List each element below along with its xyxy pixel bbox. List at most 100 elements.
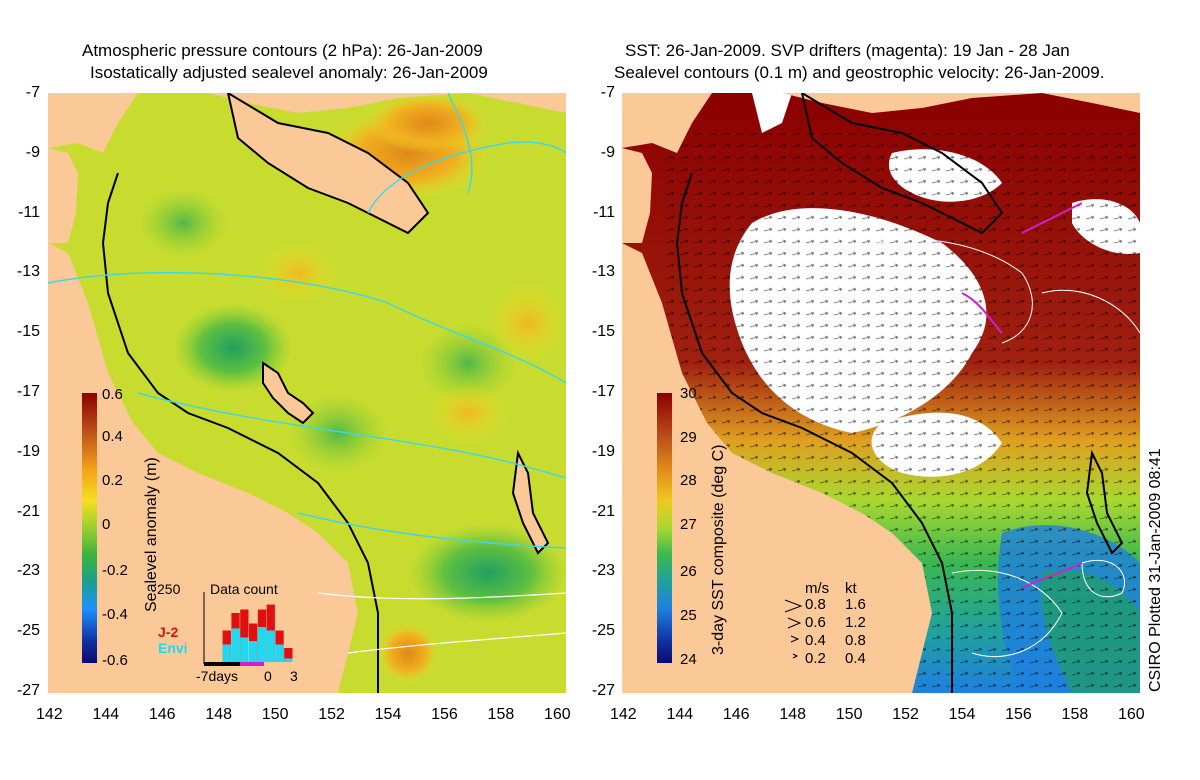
left-cb-tick-5: -0.4 <box>102 606 128 623</box>
right-sealevel-contour-3 <box>951 569 1063 658</box>
right-cb-tick-3: 27 <box>680 516 697 533</box>
right-title-line1: SST: 26-Jan-2009. SVP drifters (magenta)… <box>625 41 1070 60</box>
left-cb-tick-6: -0.6 <box>102 652 128 669</box>
left-y-tick-7: -21 <box>16 502 40 520</box>
data-count-bar-envi <box>249 641 258 662</box>
data-count-bar-envi <box>240 637 249 662</box>
left-pressure-contour-5 <box>447 93 473 194</box>
left-y-tick-8: -23 <box>16 562 40 580</box>
right-land-australia <box>622 243 932 693</box>
left-sealevel-contour-2 <box>347 632 566 654</box>
left-x-tick-2: 146 <box>148 706 176 723</box>
left-title-line2: Isostatically adjusted sealevel anomaly:… <box>90 63 488 82</box>
right-colorbar-label: 3-day SST composite (deg C) <box>710 444 727 655</box>
left-y-tick-6: -19 <box>16 442 40 460</box>
data-count-bar-envi <box>275 644 284 662</box>
right-sealevel-contour-4 <box>1081 559 1126 598</box>
velocity-legend-header-kt: kt <box>845 580 857 597</box>
left-x-tick-4: 150 <box>261 706 289 723</box>
left-land-australia <box>48 243 358 693</box>
left-low-anomaly-4 <box>418 323 518 403</box>
left-x-tick-8: 158 <box>487 706 515 723</box>
right-drifter-track-3 <box>1021 562 1083 589</box>
right-y-tick-1: -9 <box>600 143 615 161</box>
velocity-legend-ms-0: 0.8 <box>805 596 826 613</box>
left-cb-tick-3: 0 <box>102 516 111 533</box>
right-reef-line <box>675 172 953 693</box>
left-map <box>48 93 566 693</box>
velocity-legend-kt-2: 0.8 <box>845 632 866 649</box>
right-x-tick-9: 160 <box>1118 706 1145 723</box>
right-cb-tick-2: 28 <box>680 472 697 489</box>
right-cb-tick-4: 26 <box>680 563 697 580</box>
right-y-tick-8: -23 <box>591 562 615 580</box>
data-count-bar-envi <box>257 627 267 662</box>
left-low-anomaly-2 <box>138 188 228 258</box>
right-y-tick-6: -19 <box>591 442 615 460</box>
right-title-line2: Sealevel contours (0.1 m) and geostrophi… <box>614 63 1105 82</box>
data-count-xlabel-0: -7days <box>196 668 239 684</box>
left-y-tick-9: -25 <box>16 622 40 640</box>
left-cb-tick-0: 0.6 <box>102 386 123 403</box>
left-pressure-contour-1 <box>48 271 566 384</box>
right-y-tick-4: -15 <box>591 323 615 341</box>
right-solomon-islands <box>800 93 1004 235</box>
right-x-tick-1: 144 <box>666 706 694 723</box>
left-y-tick-2: -11 <box>18 203 40 221</box>
left-reef-line <box>101 172 379 693</box>
left-high-anomaly-5 <box>488 283 566 363</box>
data-count-title: Data count <box>210 581 278 597</box>
left-reef-islands <box>262 361 315 425</box>
right-x-tick-6: 154 <box>948 706 976 723</box>
right-x-tick-7: 156 <box>1005 706 1032 723</box>
left-x-tick-5: 152 <box>318 706 345 723</box>
left-colorbar <box>82 393 97 663</box>
data-count-bar-j2 <box>284 648 293 662</box>
right-x-tick-8: 158 <box>1061 706 1089 723</box>
velocity-legend-ms-1: 0.6 <box>805 614 826 631</box>
left-pressure-contour-3 <box>297 512 566 549</box>
left-sealevel-contour <box>317 592 566 600</box>
right-x-tick-3: 148 <box>779 706 807 723</box>
left-y-tick-10: -27 <box>16 682 40 699</box>
right-x-tick-2: 146 <box>722 706 750 723</box>
credit-text: CSIRO Plotted 31-Jan-2009 08:41 <box>1147 448 1164 692</box>
right-drifter-track-2 <box>961 292 1003 334</box>
velocity-legend-kt-0: 1.6 <box>845 596 866 613</box>
left-title-line1: Atmospheric pressure contours (2 hPa): 2… <box>82 41 483 60</box>
right-y-tick-10: -27 <box>591 682 615 699</box>
left-pressure-contour-2 <box>137 392 566 479</box>
right-y-tick-9: -25 <box>591 622 615 640</box>
velocity-legend-ms-3: 0.2 <box>805 650 826 667</box>
left-high-anomaly-2 <box>368 93 488 153</box>
left-land-cape-york <box>48 148 78 243</box>
left-x-tick-7: 156 <box>431 706 458 723</box>
data-count-bar-j2 <box>240 609 249 662</box>
velocity-legend-kt-3: 0.4 <box>845 650 866 667</box>
velocity-legend-arrows <box>784 599 803 659</box>
right-y-tick-2: -11 <box>593 203 615 221</box>
right-y-tick-3: -13 <box>591 263 615 281</box>
left-y-tick-5: -17 <box>16 383 40 400</box>
right-cb-tick-0: 30 <box>680 385 697 402</box>
left-cb-tick-1: 0.4 <box>102 428 123 445</box>
left-cb-tick-2: 0.2 <box>102 472 123 489</box>
right-land-cape-york <box>622 148 652 243</box>
right-sealevel-contour-1 <box>871 238 1033 344</box>
left-high-anomaly-3 <box>378 623 438 683</box>
right-x-tick-5: 152 <box>892 706 919 723</box>
right-y-tick-7: -21 <box>591 502 615 520</box>
data-count-xlabel-1: 0 <box>264 668 272 684</box>
left-y-tick-0: -7 <box>25 84 40 101</box>
left-y-tick-4: -15 <box>16 323 40 341</box>
data-count-xlabel-2: 3 <box>290 668 298 684</box>
left-y-tick-3: -13 <box>16 263 40 281</box>
data-count-ymax: 250 <box>157 581 181 597</box>
legend-envi: Envi <box>158 640 188 656</box>
right-cb-tick-1: 29 <box>680 429 697 446</box>
right-cb-tick-6: 24 <box>680 651 697 668</box>
left-x-tick-3: 148 <box>205 706 233 723</box>
velocity-legend-kt-1: 1.2 <box>845 614 866 631</box>
right-cb-tick-5: 25 <box>680 607 697 624</box>
legend-j2: J-2 <box>158 624 179 640</box>
